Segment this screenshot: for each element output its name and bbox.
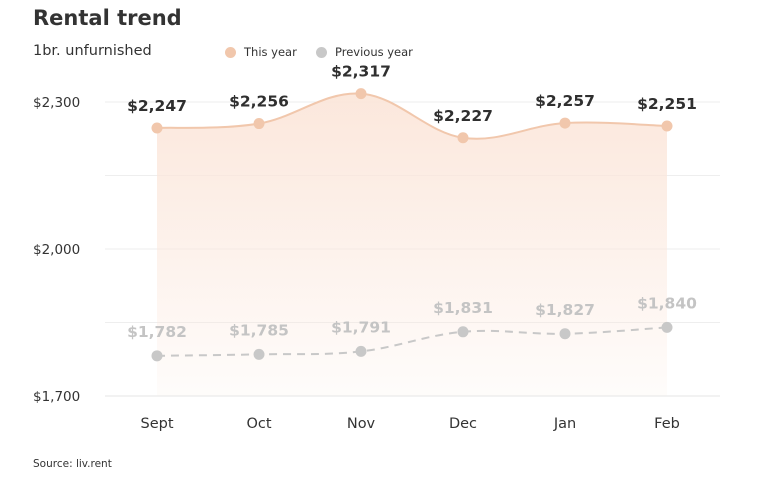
x-tick-label: Sept [140, 416, 173, 432]
y-tick-label: $2,300 [33, 95, 80, 111]
previous-year-data-label: $1,831 [433, 299, 493, 317]
x-tick-label: Jan [553, 416, 576, 432]
this-year-data-label: $2,247 [127, 97, 187, 115]
this-year-data-label: $2,257 [535, 92, 595, 110]
y-tick-label: $2,000 [33, 242, 80, 258]
this-year-point [457, 132, 469, 144]
previous-year-point [151, 350, 163, 362]
this-year-point [151, 122, 163, 134]
previous-year-point [457, 326, 469, 338]
previous-year-data-label: $1,782 [127, 323, 187, 341]
this-year-point [253, 118, 265, 130]
this-year-data-label: $2,251 [637, 95, 697, 113]
x-tick-label: Nov [347, 416, 376, 432]
y-tick-label: $1,700 [33, 389, 80, 405]
previous-year-data-label: $1,791 [331, 318, 391, 336]
previous-year-point [253, 348, 265, 360]
chart-title: Rental trend [33, 6, 182, 30]
previous-year-point [661, 321, 673, 333]
legend-item-previous-year: Previous year [316, 45, 413, 59]
this-year-data-label: $2,227 [433, 107, 493, 125]
this-year-data-label: $2,256 [229, 93, 289, 111]
previous-year-data-label: $1,827 [535, 301, 595, 319]
previous-year-line [156, 326, 668, 357]
x-tick-label: Dec [449, 416, 477, 432]
previous-year-data-label: $1,785 [229, 321, 289, 339]
this-year-point [661, 120, 673, 132]
legend-swatch-this-year [225, 46, 236, 58]
legend-swatch-previous-year [316, 46, 327, 58]
previous-year-point [559, 328, 571, 340]
legend-label-this-year: This year [244, 45, 297, 59]
previous-year-point [355, 345, 367, 357]
chart-subtitle: 1br. unfurnished [33, 43, 152, 59]
this-year-point [559, 117, 571, 129]
this-year-area [157, 93, 667, 397]
this-year-line [156, 92, 668, 140]
source-note: Source: liv.rent [33, 458, 112, 470]
x-tick-label: Feb [654, 416, 680, 432]
x-tick-label: Oct [246, 416, 271, 432]
legend-label-previous-year: Previous year [335, 45, 413, 59]
this-year-data-label: $2,317 [331, 63, 391, 81]
legend-item-this-year: This year [225, 45, 297, 59]
this-year-point [355, 88, 367, 100]
previous-year-data-label: $1,840 [637, 294, 697, 312]
